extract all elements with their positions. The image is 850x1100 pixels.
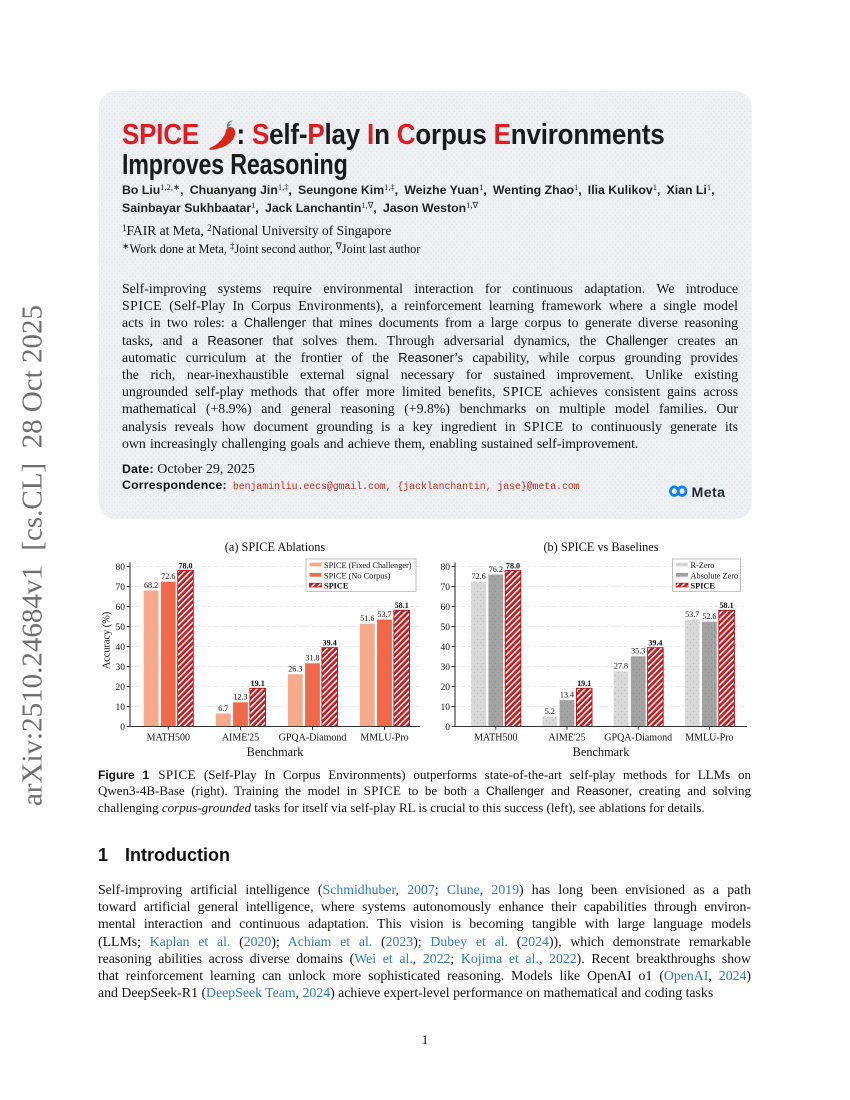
svg-text:58.1: 58.1 [720, 601, 734, 610]
svg-text:6.7: 6.7 [218, 704, 228, 713]
svg-text:76.2: 76.2 [489, 565, 503, 574]
svg-text:80: 80 [116, 563, 126, 573]
svg-text:39.4: 39.4 [323, 639, 337, 648]
svg-text:MATH500: MATH500 [147, 732, 190, 743]
svg-text:58.1: 58.1 [395, 601, 409, 610]
svg-text:20: 20 [116, 683, 126, 693]
svg-text:40: 40 [116, 643, 126, 653]
svg-text:SPICE: SPICE [691, 582, 716, 591]
svg-text:13.4: 13.4 [560, 691, 574, 700]
svg-text:68.2: 68.2 [144, 581, 158, 590]
svg-text:27.8: 27.8 [614, 662, 628, 671]
svg-text:78.0: 78.0 [178, 561, 192, 570]
svg-text:35.3: 35.3 [631, 647, 645, 656]
svg-text:AIME'25: AIME'25 [548, 732, 585, 743]
svg-text:Benchmark: Benchmark [573, 745, 631, 759]
svg-text:(b) SPICE vs Baselines: (b) SPICE vs Baselines [543, 540, 658, 554]
svg-text:51.6: 51.6 [360, 614, 374, 623]
svg-text:(a) SPICE Ablations: (a) SPICE Ablations [225, 540, 326, 554]
svg-text:20: 20 [441, 683, 451, 693]
svg-text:19.1: 19.1 [577, 679, 591, 688]
svg-text:72.6: 72.6 [161, 572, 175, 581]
svg-text:MMLU-Pro: MMLU-Pro [685, 732, 733, 743]
svg-text:Absolute Zero: Absolute Zero [691, 571, 739, 580]
svg-text:R-Zero: R-Zero [691, 561, 715, 570]
svg-text:30: 30 [116, 663, 126, 673]
svg-text:50: 50 [441, 623, 451, 633]
svg-text:GPQA-Diamond: GPQA-Diamond [604, 732, 672, 743]
svg-text:GPQA-Diamond: GPQA-Diamond [279, 732, 347, 743]
svg-text:60: 60 [116, 603, 126, 613]
svg-text:70: 70 [441, 583, 451, 593]
svg-text:53.7: 53.7 [377, 610, 391, 619]
svg-text:0: 0 [445, 723, 450, 733]
svg-text:SPICE (No Corpus): SPICE (No Corpus) [324, 571, 391, 580]
svg-text:10: 10 [441, 703, 451, 713]
svg-text:70: 70 [116, 583, 126, 593]
svg-text:0: 0 [120, 723, 125, 733]
svg-text:80: 80 [441, 563, 451, 573]
svg-text:12.3: 12.3 [233, 693, 247, 702]
svg-text:53.7: 53.7 [685, 610, 699, 619]
svg-text:50: 50 [116, 623, 126, 633]
svg-text:SPICE: SPICE [324, 582, 349, 591]
svg-text:SPICE (Fixed Challenger): SPICE (Fixed Challenger) [324, 561, 412, 570]
svg-text:19.1: 19.1 [251, 679, 265, 688]
svg-text:MATH500: MATH500 [474, 732, 517, 743]
svg-text:72.6: 72.6 [472, 572, 486, 581]
svg-text:78.0: 78.0 [506, 561, 520, 570]
svg-text:Benchmark: Benchmark [247, 745, 305, 759]
svg-text:10: 10 [116, 703, 126, 713]
svg-text:52.6: 52.6 [702, 612, 716, 621]
svg-text:30: 30 [441, 663, 451, 673]
svg-text:5.2: 5.2 [545, 707, 555, 716]
svg-text:MMLU-Pro: MMLU-Pro [360, 732, 408, 743]
svg-text:60: 60 [441, 603, 451, 613]
svg-text:26.3: 26.3 [288, 665, 302, 674]
svg-text:Accuracy (%): Accuracy (%) [102, 612, 113, 669]
svg-text:AIME'25: AIME'25 [222, 732, 259, 743]
svg-text:40: 40 [441, 643, 451, 653]
svg-text:39.4: 39.4 [648, 639, 662, 648]
svg-text:Meta: Meta [692, 485, 726, 500]
svg-text:31.8: 31.8 [305, 654, 319, 663]
